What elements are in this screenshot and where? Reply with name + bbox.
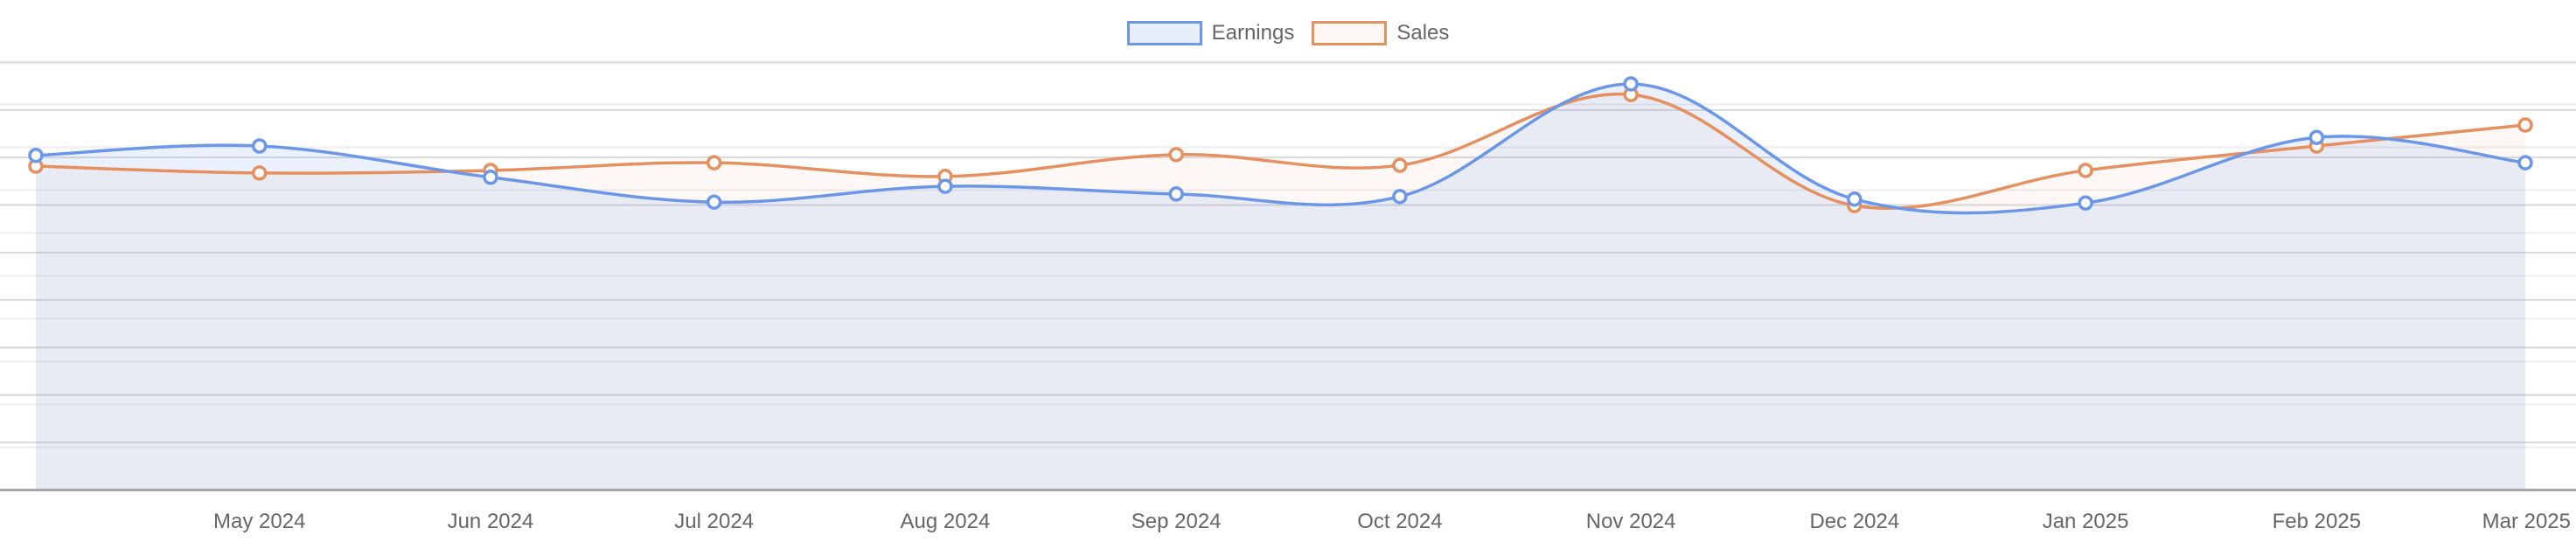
earnings-line (35, 82, 2526, 215)
x-tick-label: Jun 2024 (448, 510, 534, 533)
earnings-swatch-icon (1126, 21, 1202, 45)
earnings-point-aug-2024[interactable] (937, 178, 953, 194)
earnings-point-mar-2025[interactable] (2517, 155, 2533, 170)
earnings-point-feb-2025[interactable] (2308, 129, 2325, 145)
earnings-area (36, 83, 2526, 490)
minor-gridlines (0, 60, 2576, 448)
data-points (28, 76, 2533, 213)
x-tick-label: Jan 2025 (2043, 510, 2129, 533)
earnings-point-dec-2024[interactable] (1847, 191, 1862, 207)
sales-point-jan-2025[interactable] (2078, 163, 2093, 178)
x-tick-label: Aug 2024 (901, 510, 991, 533)
x-tick-label: May 2024 (213, 510, 305, 533)
sales-swatch-icon (1312, 21, 1388, 45)
series-lines (35, 82, 2526, 215)
legend-item-sales[interactable]: Sales (1312, 21, 1449, 45)
x-tick-label: Mar 2025 (2482, 510, 2571, 533)
earnings-point-may-2024[interactable] (251, 138, 268, 154)
sales-area (36, 94, 2526, 490)
earnings-point-apr-2024[interactable] (28, 148, 44, 163)
earnings-point-oct-2024[interactable] (1392, 189, 1408, 205)
earnings-point-sep-2024[interactable] (1168, 186, 1184, 202)
x-axis-tick-labels: May 2024 Jun 2024 Jul 2024 Aug 2024 Sep 2024… (213, 510, 2571, 533)
x-tick-label: Sep 2024 (1131, 510, 1222, 533)
legend-label-sales: Sales (1396, 21, 1450, 45)
earnings-point-nov-2024[interactable] (1623, 76, 1639, 92)
sales-line (35, 92, 2526, 210)
x-tick-label: Nov 2024 (1586, 510, 1676, 533)
sales-point-mar-2025[interactable] (2517, 117, 2533, 133)
x-tick-label: Oct 2024 (1357, 510, 1442, 533)
sales-point-sep-2024[interactable] (1168, 147, 1184, 163)
sales-point-jul-2024[interactable] (706, 155, 722, 170)
sales-point-oct-2024[interactable] (1392, 157, 1408, 173)
sales-point-may-2024[interactable] (251, 165, 268, 181)
legend-item-earnings[interactable]: Earnings (1126, 21, 1295, 45)
legend: Earnings Sales (0, 21, 2576, 45)
major-gridlines (0, 61, 2576, 444)
x-tick-label: Feb 2025 (2273, 510, 2361, 533)
earnings-point-jun-2024[interactable] (483, 170, 498, 185)
x-tick-label: Dec 2024 (1809, 510, 1899, 533)
x-tick-label: Jul 2024 (674, 510, 754, 533)
earnings-point-jul-2024[interactable] (706, 194, 722, 210)
earnings-point-jan-2025[interactable] (2078, 195, 2093, 211)
series-areas (36, 83, 2526, 490)
legend-label-earnings: Earnings (1211, 21, 1295, 45)
